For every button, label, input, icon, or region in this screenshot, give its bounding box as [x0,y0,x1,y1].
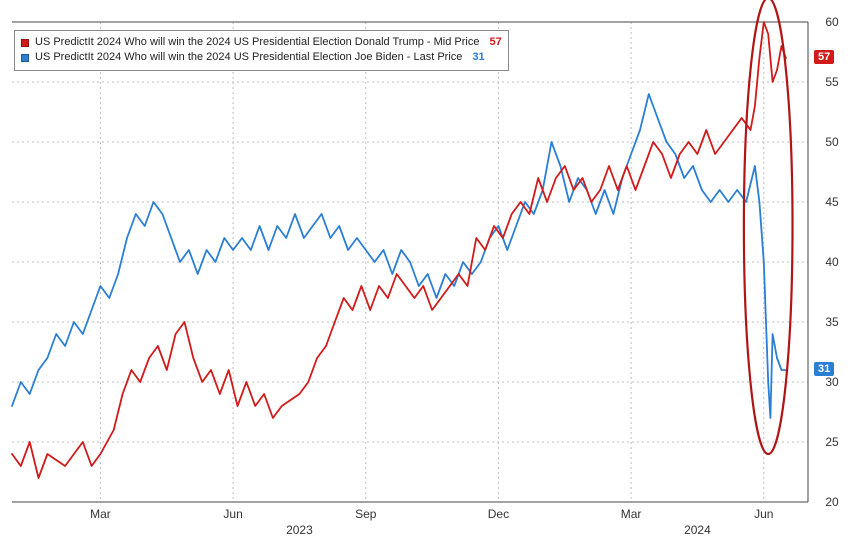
legend-box: US PredictIt 2024 Who will win the 2024 … [14,30,509,71]
legend-value-trump: 57 [489,35,501,50]
price-flag-trump: 57 [814,50,834,64]
legend-label-biden: US PredictIt 2024 Who will win the 2024 … [35,50,462,65]
legend-row-trump: US PredictIt 2024 Who will win the 2024 … [21,35,502,50]
svg-text:Mar: Mar [90,507,111,521]
legend-swatch-biden [21,54,29,62]
chart-container: 20 25 30 35 40 45 50 55 60 Mar Jun Sep Dec Mar Jun 2023… [0,0,848,549]
svg-text:Sep: Sep [355,507,377,521]
svg-text:55: 55 [825,75,839,89]
legend-swatch-trump [21,39,29,47]
svg-text:Jun: Jun [223,507,242,521]
svg-text:60: 60 [825,15,839,29]
svg-text:Dec: Dec [488,507,509,521]
svg-text:20: 20 [825,495,839,509]
svg-text:2023: 2023 [286,523,313,537]
chart-svg: 20 25 30 35 40 45 50 55 60 Mar Jun Sep Dec Mar Jun 2023… [0,0,848,549]
svg-text:25: 25 [825,435,839,449]
svg-text:2024: 2024 [684,523,711,537]
legend-value-biden: 31 [472,50,484,65]
svg-text:40: 40 [825,255,839,269]
svg-text:30: 30 [825,375,839,389]
svg-text:Mar: Mar [621,507,642,521]
svg-text:Jun: Jun [754,507,773,521]
svg-text:50: 50 [825,135,839,149]
legend-row-biden: US PredictIt 2024 Who will win the 2024 … [21,50,502,65]
legend-label-trump: US PredictIt 2024 Who will win the 2024 … [35,35,479,50]
svg-text:45: 45 [825,195,839,209]
price-flag-biden: 31 [814,362,834,376]
svg-text:35: 35 [825,315,839,329]
